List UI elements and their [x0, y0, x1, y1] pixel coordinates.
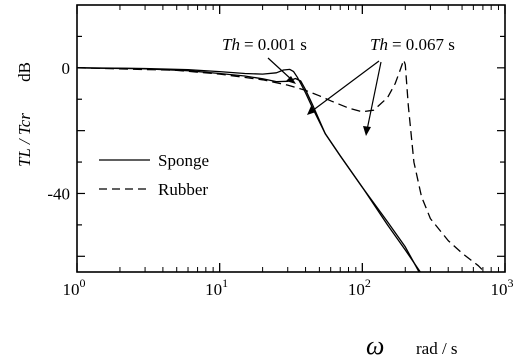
y-tick-label: -40 [47, 184, 70, 203]
x-axis-symbol: ω [366, 331, 384, 360]
ticks-layer: 100 101 102 103 0 -40 [47, 5, 514, 299]
series-rubber-curve-1 [76, 59, 486, 273]
y-axis-label: TL / Tcr [15, 113, 34, 167]
x-tick-label: 101 [205, 276, 228, 299]
x-tick-label: 102 [348, 276, 371, 299]
series-sponge-curve-1 [76, 67, 420, 273]
y-axis-unit: dB [15, 62, 34, 82]
y-axis-ratio: TL / Tcr [15, 113, 34, 167]
svg-text:Th= 0.067 s: Th = 0.067 s [370, 35, 455, 54]
annotation-2-arrowhead-right [363, 126, 371, 136]
annotation-th-0067: Th = 0.067 s [307, 35, 455, 136]
y-axis-unit-label: dB [15, 62, 34, 82]
y-tick-label: 0 [62, 59, 71, 78]
plot-frame [76, 4, 506, 273]
annotation-2-text: = 0.067 s [392, 35, 455, 54]
annotation-2-prefix: Th [370, 35, 388, 54]
x-tick-label: 103 [491, 276, 514, 299]
annotation-2-arrow-right [366, 61, 382, 131]
annotation-1-arrow [267, 57, 293, 81]
x-tick-label: 100 [63, 276, 86, 299]
legend-label-sponge: Sponge [158, 151, 209, 170]
series-sponge-curve-2 [76, 67, 421, 273]
annotation-1-arrowhead [286, 76, 296, 84]
annotation-1-prefix: Th [222, 35, 240, 54]
annotation-2-arrow-left [311, 60, 380, 112]
annotation-2-arrowhead-left [307, 106, 316, 115]
annotation-th-0001: Th = 0.001 s [222, 35, 307, 84]
legend: Sponge Rubber [99, 151, 209, 199]
curves-layer [76, 59, 486, 273]
svg-text:Th= 0.001 s: Th = 0.001 s [222, 35, 307, 54]
x-axis-unit: rad / s [416, 339, 458, 358]
legend-label-rubber: Rubber [158, 180, 208, 199]
annotation-1-text: = 0.001 s [244, 35, 307, 54]
